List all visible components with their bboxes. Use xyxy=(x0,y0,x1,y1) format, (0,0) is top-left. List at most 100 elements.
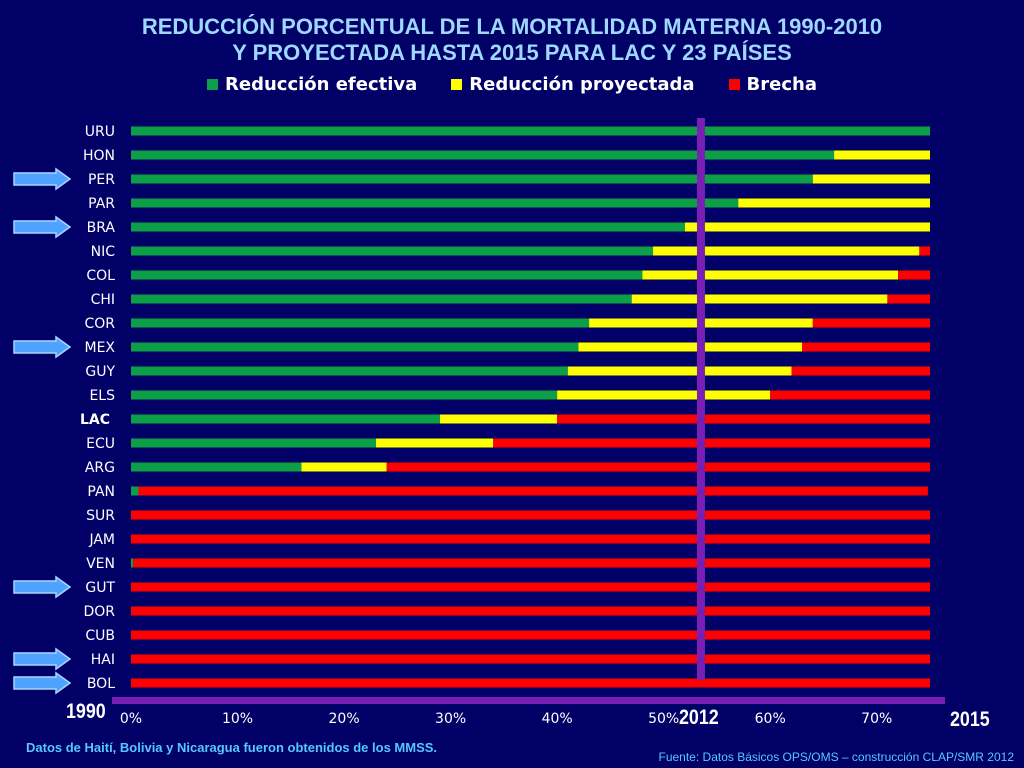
bar-col-efectiva xyxy=(131,270,643,280)
category-label-nic: NIC xyxy=(91,244,116,260)
legend-label-proyectada: Reducción proyectada xyxy=(469,74,695,95)
bar-par-efectiva xyxy=(131,198,739,208)
category-label-bol: BOL xyxy=(87,676,115,692)
category-label-col: COL xyxy=(86,268,115,284)
bar-chi-proyectada xyxy=(631,294,888,304)
bar-dor-brecha xyxy=(131,606,930,616)
bar-ecu-proyectada xyxy=(376,438,494,448)
x-tick-label-20: 20% xyxy=(329,711,360,727)
chart-legend: Reducción efectiva Reducción proyectada … xyxy=(0,74,1024,95)
category-label-ven: VEN xyxy=(86,556,115,572)
bar-par-proyectada xyxy=(738,198,930,208)
category-label-cub: CUB xyxy=(85,628,115,644)
legend-swatch-brecha xyxy=(728,79,740,90)
bar-els-brecha xyxy=(770,390,930,400)
bar-lac-proyectada xyxy=(439,414,558,424)
bar-uru-efectiva xyxy=(131,126,930,136)
category-label-hon: HON xyxy=(83,148,115,164)
category-label-chi: CHI xyxy=(91,292,115,308)
bar-per-proyectada xyxy=(812,174,930,184)
bar-ecu-brecha xyxy=(493,438,930,448)
timeline-band xyxy=(112,697,945,704)
category-label-els: ELS xyxy=(89,388,115,404)
legend-label-brecha: Brecha xyxy=(746,74,817,95)
bar-bra-proyectada xyxy=(684,222,930,232)
bar-ven-efectiva xyxy=(131,558,134,568)
bar-lac-brecha xyxy=(557,414,930,424)
year-label-2015: 2015 xyxy=(950,708,990,731)
chart-title-line2: Y PROYECTADA HASTA 2015 PARA LAC Y 23 PA… xyxy=(232,40,792,65)
highlight-arrow-bra xyxy=(13,215,72,239)
bar-pan-brecha xyxy=(138,486,928,496)
chart-title-line1: REDUCCIÓN PORCENTUAL DE LA MORTALIDAD MA… xyxy=(141,14,883,39)
bar-els-proyectada xyxy=(557,390,771,400)
bar-per-efectiva xyxy=(131,174,813,184)
category-label-pan: PAN xyxy=(87,484,115,500)
year-label-2012: 2012 xyxy=(679,706,719,729)
legend-item-efectiva: Reducción efectiva xyxy=(207,74,417,95)
bar-hon-proyectada xyxy=(834,150,930,160)
category-label-sur: SUR xyxy=(86,508,115,524)
highlight-arrow-per xyxy=(13,167,72,191)
bar-cub-brecha xyxy=(131,630,930,640)
bar-nic-efectiva xyxy=(131,246,654,256)
bar-arg-efectiva xyxy=(131,462,302,472)
bar-bol-brecha xyxy=(131,678,930,688)
category-label-bra: BRA xyxy=(87,220,116,236)
bar-nic-brecha xyxy=(919,246,930,256)
x-tick-label-60: 60% xyxy=(755,711,786,727)
bar-ecu-efectiva xyxy=(131,438,377,448)
bar-col-proyectada xyxy=(642,270,899,280)
bar-mex-proyectada xyxy=(578,342,803,352)
bar-hai-brecha xyxy=(131,654,930,664)
bar-bra-efectiva xyxy=(131,222,685,232)
x-tick-label-30: 30% xyxy=(435,711,466,727)
bar-mex-brecha xyxy=(802,342,930,352)
bar-arg-brecha xyxy=(386,462,930,472)
category-label-hai: HAI xyxy=(91,652,115,668)
data-source-note: Datos de Haití, Bolivia y Nicaragua fuer… xyxy=(26,740,438,755)
category-label-lac: LAC xyxy=(80,412,110,428)
bar-pan-efectiva xyxy=(131,486,139,496)
bar-lac-efectiva xyxy=(131,414,440,424)
x-tick-label-0: 0% xyxy=(120,711,142,727)
category-label-gut: GUT xyxy=(85,580,115,596)
category-label-mex: MEX xyxy=(84,340,115,356)
category-label-per: PER xyxy=(88,172,115,188)
legend-item-proyectada: Reducción proyectada xyxy=(451,74,695,95)
x-tick-label-50: 50% xyxy=(648,711,679,727)
bar-gut-brecha xyxy=(131,582,930,592)
legend-swatch-proyectada xyxy=(451,79,463,90)
bar-guy-efectiva xyxy=(131,366,568,376)
bar-guy-brecha xyxy=(791,366,930,376)
bar-arg-proyectada xyxy=(301,462,387,472)
highlight-arrow-mex xyxy=(13,335,72,359)
highlight-arrow-hai xyxy=(13,647,72,671)
bar-sur-brecha xyxy=(131,510,930,520)
bar-jam-brecha xyxy=(131,534,930,544)
bar-col-brecha xyxy=(898,270,930,280)
x-tick-label-40: 40% xyxy=(542,711,573,727)
category-label-cor: COR xyxy=(84,316,115,332)
legend-swatch-efectiva xyxy=(207,79,218,90)
year-label-1990: 1990 xyxy=(66,700,106,723)
category-label-par: PAR xyxy=(88,196,115,212)
x-tick-label-70: 70% xyxy=(861,711,892,727)
category-label-ecu: ECU xyxy=(86,436,115,452)
bar-els-efectiva xyxy=(131,390,558,400)
category-label-uru: URU xyxy=(85,124,115,140)
category-label-guy: GUY xyxy=(85,364,115,380)
legend-label-efectiva: Reducción efectiva xyxy=(225,74,418,95)
highlight-arrow-bol xyxy=(13,671,72,695)
category-label-jam: JAM xyxy=(88,532,115,548)
legend-item-brecha: Brecha xyxy=(728,74,817,95)
bar-chi-brecha xyxy=(887,294,930,304)
bar-guy-proyectada xyxy=(567,366,792,376)
category-label-arg: ARG xyxy=(85,460,115,476)
bar-hon-efectiva xyxy=(131,150,835,160)
bar-nic-proyectada xyxy=(653,246,920,256)
source-credit: Fuente: Datos Básicos OPS/OMS – construc… xyxy=(658,750,1015,764)
x-tick-label-10: 10% xyxy=(222,711,253,727)
marker-line-2012 xyxy=(696,118,705,680)
